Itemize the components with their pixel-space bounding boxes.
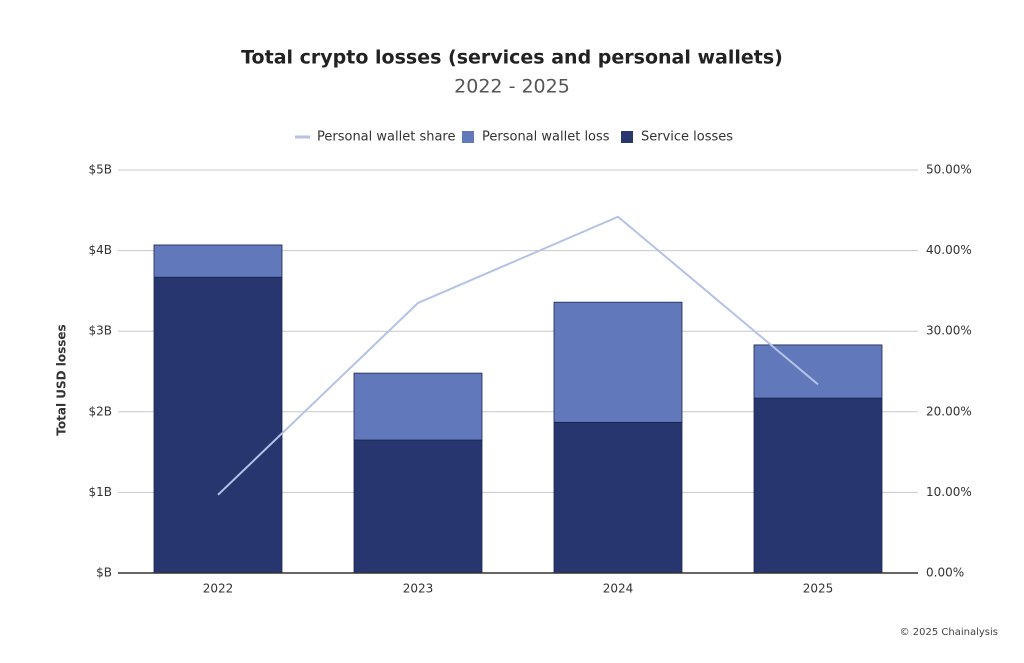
- y2-tick-label: 40.00%: [926, 243, 972, 257]
- legend-label: Service losses: [641, 130, 733, 145]
- bar: [753, 344, 883, 399]
- x-tick-label: 2022: [203, 582, 234, 596]
- y2-tick-label: 20.00%: [926, 404, 972, 418]
- legend-label: Personal wallet share: [317, 130, 455, 145]
- bar: [553, 301, 683, 423]
- y2-tick-label: 10.00%: [926, 485, 972, 499]
- y-axis-label: Total USD losses: [55, 324, 69, 435]
- y2-tick-label: 50.00%: [926, 163, 972, 177]
- line: [217, 215, 819, 496]
- bar: [753, 397, 883, 574]
- y-tick-label: $4B: [88, 243, 112, 257]
- y-tick-label: $B: [96, 566, 112, 580]
- y-tick-label: $3B: [88, 324, 112, 338]
- y-tick-label: $1B: [88, 485, 112, 499]
- x-tick-label: 2025: [803, 582, 834, 596]
- bar: [353, 439, 483, 574]
- bar: [153, 276, 283, 574]
- x-tick-label: 2023: [403, 582, 434, 596]
- y2-tick-label: 30.00%: [926, 324, 972, 338]
- source: © 2025 Chainalysis: [900, 627, 998, 638]
- legend-marker: [621, 131, 633, 143]
- y2-tick-label: 0.00%: [926, 566, 964, 580]
- y-tick-label: $5B: [88, 163, 112, 177]
- y-tick-label: $2B: [88, 404, 112, 418]
- legend-label: Personal wallet loss: [482, 130, 610, 145]
- legend-marker: [462, 131, 474, 143]
- bar: [153, 244, 283, 278]
- bar: [553, 421, 683, 574]
- bar: [353, 372, 483, 441]
- chart-title: Total crypto losses (services and person…: [241, 47, 783, 69]
- x-tick-label: 2024: [603, 582, 634, 596]
- chart-subtitle: 2022 - 2025: [454, 76, 570, 98]
